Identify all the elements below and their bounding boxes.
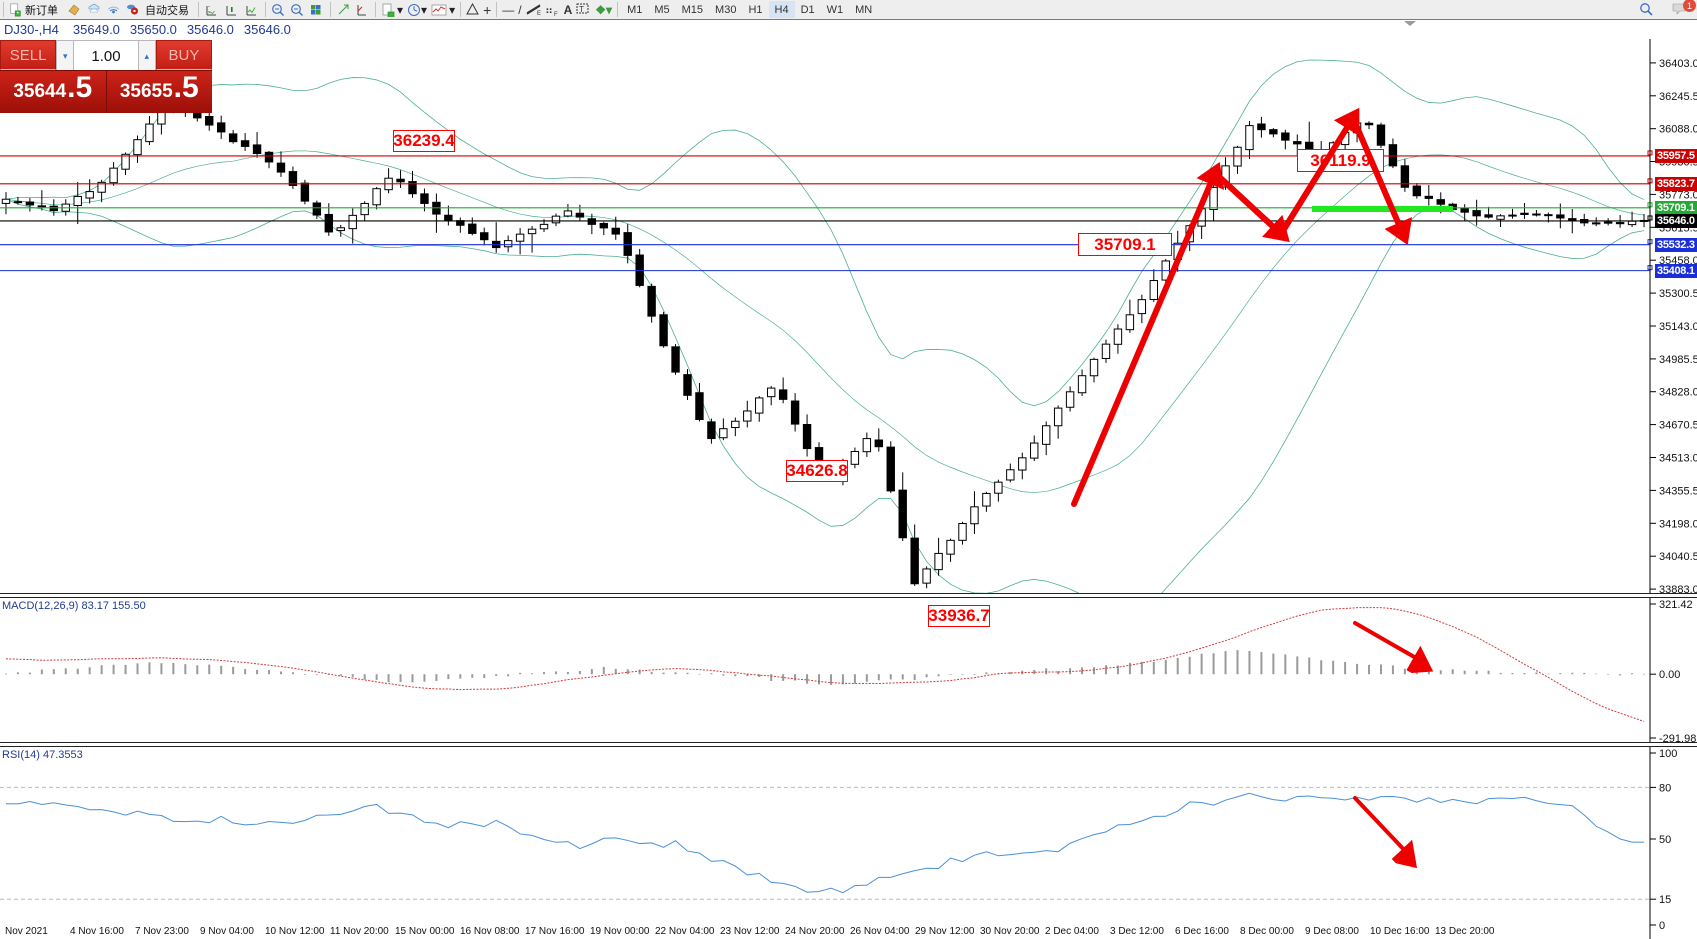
svg-text:34040.5: 34040.5 bbox=[1659, 551, 1697, 563]
svg-text:34670.5: 34670.5 bbox=[1659, 420, 1697, 432]
svg-text:34513.0: 34513.0 bbox=[1659, 453, 1697, 465]
svg-text:34355.5: 34355.5 bbox=[1659, 485, 1697, 497]
svg-text:34828.0: 34828.0 bbox=[1659, 387, 1697, 399]
svg-text:T: T bbox=[579, 5, 584, 14]
svg-text:36088.0: 36088.0 bbox=[1659, 124, 1697, 136]
svg-text:35773.0: 35773.0 bbox=[1659, 189, 1697, 201]
svg-text:F: F bbox=[554, 12, 558, 16]
svg-text:36245.5: 36245.5 bbox=[1659, 91, 1697, 103]
svg-text:35143.0: 35143.0 bbox=[1659, 321, 1697, 333]
svg-text:34198.0: 34198.0 bbox=[1659, 518, 1697, 530]
svg-text:35300.5: 35300.5 bbox=[1659, 288, 1697, 300]
svg-text:E: E bbox=[537, 11, 541, 16]
svg-text:34985.5: 34985.5 bbox=[1659, 354, 1697, 366]
svg-text:36403.0: 36403.0 bbox=[1659, 58, 1697, 70]
svg-text:33883.0: 33883.0 bbox=[1659, 584, 1697, 594]
svg-text:⠶: ⠶ bbox=[545, 5, 553, 16]
